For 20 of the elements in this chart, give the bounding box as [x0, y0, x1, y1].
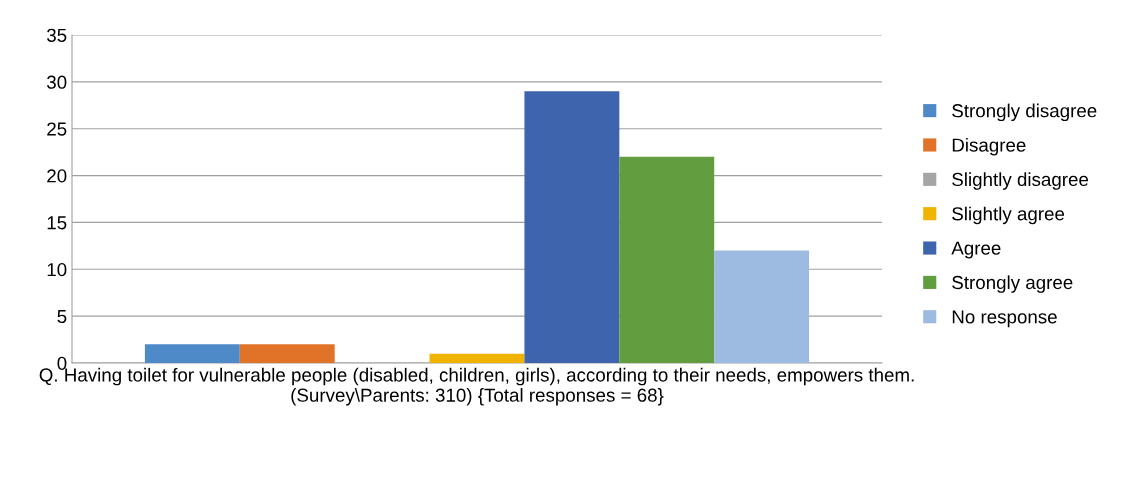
y-tick-label: 15 — [47, 216, 67, 230]
y-tick-label: 35 — [47, 28, 67, 42]
bar — [144, 344, 240, 363]
legend-label: Agree — [951, 241, 1001, 259]
legend-label: Disagree — [952, 137, 1026, 156]
y-tick-label: 5 — [57, 310, 67, 324]
legend-label: Strongly disagree — [952, 103, 1097, 122]
bar — [239, 344, 335, 363]
legend-label: Slightly disagree — [952, 172, 1089, 190]
bar — [619, 156, 715, 363]
bar — [714, 250, 810, 363]
legend-label: No response — [952, 310, 1057, 328]
y-tick-label: 10 — [47, 262, 67, 277]
legend-label: Strongly agree — [952, 275, 1073, 293]
legend-label: Slightly agree — [952, 206, 1065, 225]
y-tick-label: 25 — [47, 122, 67, 136]
bar — [524, 91, 620, 363]
y-tick-label: 30 — [47, 75, 67, 89]
y-tick-label: 20 — [47, 169, 67, 183]
bar — [429, 353, 525, 363]
